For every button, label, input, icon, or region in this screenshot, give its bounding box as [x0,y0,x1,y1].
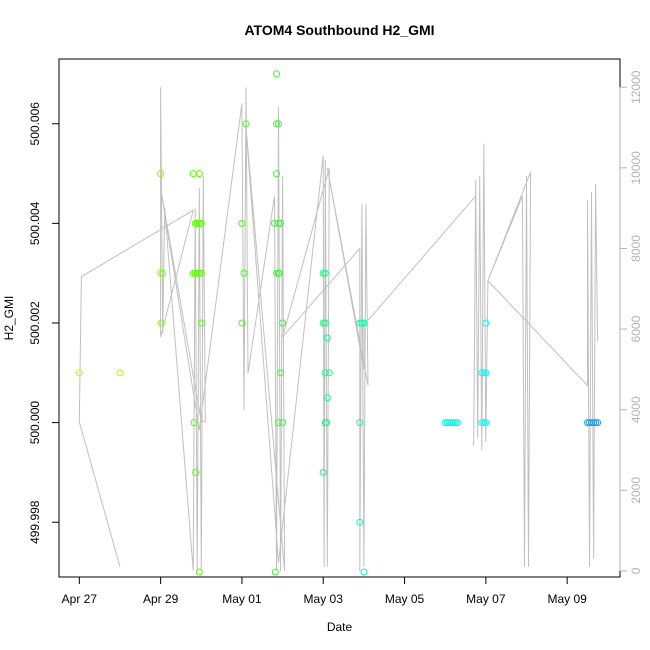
data-point [451,419,459,427]
data-point [321,269,329,277]
data-point [195,170,203,178]
data-point [449,419,457,427]
data-point [275,219,282,227]
y-tick-label: 500.002 [28,301,42,345]
data-point [189,170,197,178]
data-point [116,369,124,377]
data-point [195,219,203,227]
data-point [242,120,250,128]
x-tick-label: May 09 [547,592,587,606]
data-point [594,419,602,427]
data-point [356,419,364,427]
x-tick-label: May 05 [385,592,425,606]
x-tick-label: Apr 27 [62,592,98,606]
x-axis-label: Date [327,620,353,634]
data-point [323,334,331,342]
data-point [273,70,280,78]
data-point [271,568,279,576]
data-point [279,419,287,427]
y-axis: 499.998 500.000 500.002 500.004 500.006 [28,102,60,544]
data-point [193,219,201,227]
data-point [358,319,366,327]
data-point [323,394,331,402]
y-tick-label: 500.006 [28,102,42,146]
data-point [193,269,201,277]
x-tick-label: May 07 [466,592,506,606]
data-point [192,468,200,476]
y2-tick-label: 0 [629,567,643,574]
data-point [319,468,327,476]
data-point [360,568,368,576]
data-point [321,319,329,327]
trace-lines [78,87,599,572]
data-point [275,269,283,277]
data-point [273,120,280,128]
data-point [592,419,600,427]
y2-tick-label: 8000 [629,235,643,262]
y-tick-label: 500.004 [28,201,42,245]
y2-axis: 0 2000 4000 6000 8000 10000 12000 [619,70,643,574]
trace-line-0 [78,87,599,572]
data-point [482,369,490,377]
data-point [356,518,364,526]
data-point [157,170,165,178]
data-point [197,319,205,327]
trace-line-1 [78,421,121,568]
x-tick-label: May 01 [222,592,262,606]
data-point [478,419,486,427]
chart-title: ATOM4 Southbound H2_GMI [244,22,434,38]
data-point [590,419,598,427]
data-point [319,319,327,327]
y-axis-label: H2_GMI [2,296,16,341]
data-point [323,419,330,427]
data-point [240,269,248,277]
y2-tick-label: 12000 [629,70,643,104]
y2-tick-label: 2000 [629,477,643,504]
data-point [319,269,327,277]
x-tick-label: Apr 29 [143,592,179,606]
data-point [275,120,282,128]
data-point [275,419,282,427]
data-point [197,219,205,227]
data-point [238,319,246,327]
data-point [157,319,165,327]
data-point [480,419,488,427]
data-point [157,269,165,277]
data-point [279,319,287,327]
data-point [197,269,205,277]
data-point [195,269,203,277]
y2-tick-label: 4000 [629,396,643,423]
data-point [360,319,368,327]
x-axis: Apr 27 Apr 29 May 01 May 03 May 05 May 07 May … [62,576,587,606]
data-point [321,369,329,377]
data-point [75,369,83,377]
data-point [195,568,203,576]
data-point [482,319,490,327]
data-points [75,70,602,576]
plot-area [58,58,621,578]
y2-tick-label: 6000 [629,315,643,342]
x-tick-label: May 03 [304,592,344,606]
data-point [159,269,167,277]
data-point [238,219,246,227]
data-point [453,419,461,427]
data-point [277,369,285,377]
data-point [480,369,488,377]
data-point [478,369,486,377]
data-point [273,269,280,277]
data-point [190,419,198,427]
data-point [356,319,364,327]
y-tick-label: 500.000 [28,401,42,445]
data-point [277,219,285,227]
y2-tick-label: 10000 [629,151,643,185]
data-point [325,369,333,377]
data-point [273,170,280,178]
y-tick-label: 499.998 [28,500,42,544]
data-point [482,419,490,427]
